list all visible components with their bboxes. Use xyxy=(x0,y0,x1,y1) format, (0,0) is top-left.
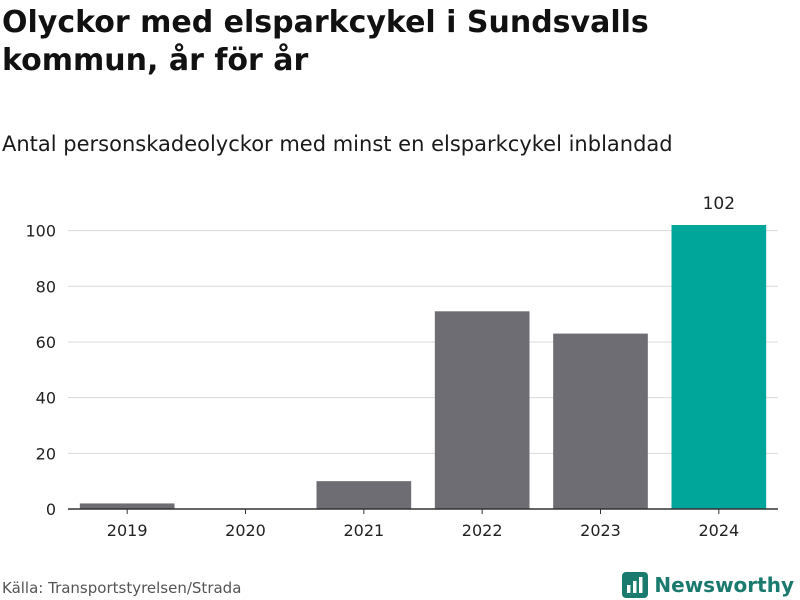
x-tick-label: 2022 xyxy=(462,521,503,540)
y-tick-label: 20 xyxy=(36,444,56,463)
bar xyxy=(316,481,412,509)
x-tick-label: 2021 xyxy=(343,521,384,540)
data-label: 102 xyxy=(703,194,735,214)
bar xyxy=(553,333,648,509)
bar xyxy=(434,311,530,509)
y-tick-label: 100 xyxy=(25,222,56,241)
x-tick-label: 2019 xyxy=(107,521,148,540)
chart-subtitle: Antal personskadeolyckor med minst en el… xyxy=(2,132,673,156)
bar xyxy=(79,503,175,509)
bar-chart-logo-icon xyxy=(622,572,649,598)
y-tick-label: 0 xyxy=(46,500,56,519)
source-note: Källa: Transportstyrelsen/Strada xyxy=(2,579,242,597)
y-tick-label: 60 xyxy=(36,333,56,352)
y-tick-label: 40 xyxy=(36,389,56,408)
chart-title: Olyckor med elsparkcykel i Sundsvalls ko… xyxy=(2,5,649,78)
y-tick-label: 80 xyxy=(36,277,56,296)
x-tick-label: 2024 xyxy=(698,521,739,540)
brand-logo: Newsworthy xyxy=(622,570,794,600)
bar xyxy=(671,225,767,509)
x-tick-label: 2023 xyxy=(580,521,621,540)
x-tick-label: 2020 xyxy=(225,521,266,540)
brand-name: Newsworthy xyxy=(654,573,794,597)
